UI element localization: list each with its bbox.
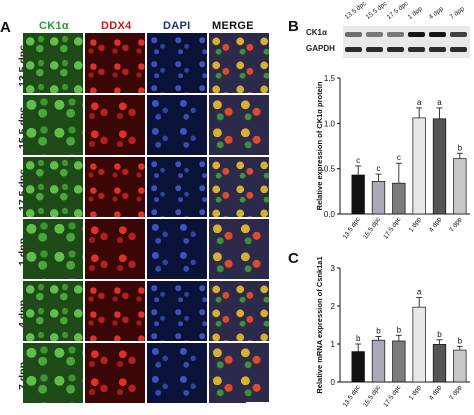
- micrograph-ck1a-row-2: [23, 95, 83, 155]
- significance-letter: b: [458, 143, 463, 152]
- scale-bar: [246, 402, 274, 404]
- panel-b-letter: B: [288, 18, 299, 35]
- micrograph-dapi-row-3: [147, 157, 207, 217]
- y-axis-label: Relative mRNA expression of Csnk1a1: [315, 256, 324, 393]
- x-tick-label: 7 dpp: [448, 384, 463, 402]
- y-tick-label: 1.0: [324, 119, 336, 128]
- y-tick-label: 0.0: [324, 210, 336, 219]
- blot-band-ck1a: [345, 32, 362, 37]
- x-tick-label: 7 dpp: [448, 216, 463, 234]
- blot-band-ck1a: [387, 32, 404, 37]
- blot-band-ck1a: [450, 32, 467, 37]
- bar: [371, 339, 386, 383]
- bar: [412, 306, 426, 383]
- bar: [392, 340, 406, 383]
- blot-band-gapdh: [429, 47, 446, 52]
- x-tick-label: 15.5 dpc: [362, 384, 382, 409]
- western-blot-image: [343, 26, 470, 58]
- micrograph-ddx4-row-2: [85, 95, 145, 155]
- blot-band-gapdh: [450, 47, 467, 52]
- blot-band-gapdh: [366, 47, 383, 52]
- x-tick-label: 15.5 dpc: [362, 216, 382, 241]
- bar: [432, 118, 447, 215]
- blot-band-gapdh: [387, 47, 404, 52]
- significance-letter: c: [356, 156, 360, 165]
- bar: [351, 174, 365, 215]
- y-tick-label: 2: [331, 302, 336, 311]
- micrograph-dapi-row-4: [147, 219, 207, 279]
- y-tick-label: 0.5: [324, 165, 336, 174]
- micrograph-merge-row-5: [209, 281, 269, 341]
- micrograph-ck1a-row-3: [23, 157, 83, 217]
- micrograph-ck1a-row-1: [23, 33, 83, 93]
- micrograph-ck1a-row-4: [23, 219, 83, 279]
- bar: [412, 117, 426, 215]
- panel-a-letter: A: [0, 19, 11, 36]
- blot-label-gapdh: GAPDH: [306, 44, 335, 53]
- micrograph-ddx4-row-4: [85, 219, 145, 279]
- micrograph-ck1a-row-6: [23, 343, 83, 403]
- micrograph-dapi-row-5: [147, 281, 207, 341]
- x-tick-label: 13.5 dpc: [342, 384, 362, 409]
- blot-band-ck1a: [408, 32, 425, 37]
- x-tick-label: 17.5 dpc: [382, 216, 402, 241]
- column-header-ddx4: DDX4: [101, 20, 132, 32]
- significance-letter: a: [437, 98, 442, 107]
- blot-band-gapdh: [408, 47, 425, 52]
- significance-letter: b: [376, 326, 381, 335]
- micrograph-merge-row-3: [209, 157, 269, 217]
- micrograph-merge-row-4: [209, 219, 269, 279]
- blot-band-gapdh: [345, 47, 362, 52]
- x-tick-label: 4 dpp: [428, 216, 443, 234]
- bar: [432, 344, 447, 383]
- micrograph-dapi-row-6: [147, 343, 207, 403]
- y-tick-label: 1.5: [324, 74, 336, 83]
- micrograph-merge-row-1: [209, 33, 269, 93]
- bar: [351, 351, 365, 383]
- bar: [392, 182, 406, 215]
- micrograph-merge-row-2: [209, 95, 269, 155]
- micrograph-ddx4-row-5: [85, 281, 145, 341]
- micrograph-ddx4-row-6: [85, 343, 145, 403]
- column-header-merge: MERGE: [212, 20, 254, 32]
- y-tick-label: 1: [331, 340, 336, 349]
- y-tick-label: 0: [331, 378, 336, 387]
- significance-letter: b: [356, 334, 361, 343]
- bar: [453, 349, 467, 383]
- significance-letter: c: [397, 153, 401, 162]
- micrograph-ddx4-row-1: [85, 33, 145, 93]
- bar: [371, 181, 386, 215]
- x-tick-label: 13.5 dpc: [342, 216, 362, 241]
- x-tick-label: 17.5 dpc: [382, 384, 402, 409]
- y-axis-label: Relative expression of CK1α protein: [315, 81, 324, 210]
- micrograph-dapi-row-1: [147, 33, 207, 93]
- x-tick-label: 1 dpp: [408, 384, 423, 402]
- significance-letter: c: [377, 164, 381, 173]
- bar: [453, 158, 467, 215]
- significance-letter: b: [397, 325, 402, 334]
- micrograph-merge-row-6: [209, 343, 269, 403]
- y-tick-label: 3: [331, 264, 336, 273]
- blot-band-ck1a: [366, 32, 383, 37]
- column-header-dapi: DAPI: [163, 20, 191, 32]
- significance-letter: b: [437, 330, 442, 339]
- micrograph-ddx4-row-3: [85, 157, 145, 217]
- micrograph-dapi-row-2: [147, 95, 207, 155]
- x-tick-label: 4 dpp: [428, 384, 443, 402]
- significance-letter: b: [458, 336, 463, 345]
- panel-c-letter: C: [288, 250, 299, 267]
- significance-letter: a: [417, 98, 422, 107]
- micrograph-ck1a-row-5: [23, 281, 83, 341]
- blot-band-ck1a: [429, 32, 446, 37]
- significance-letter: a: [417, 288, 422, 297]
- blot-label-ck1a: CK1α: [306, 28, 327, 37]
- column-header-ck1a: CK1α: [39, 20, 69, 32]
- x-tick-label: 1 dpp: [408, 216, 423, 234]
